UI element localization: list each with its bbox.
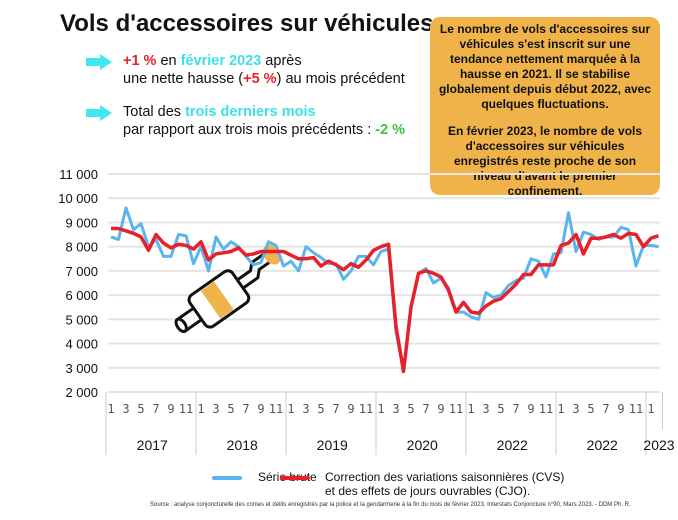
x-tick-label: 5 <box>137 402 144 416</box>
series-line-brute <box>110 206 659 372</box>
text: une nette hausse ( <box>123 71 244 87</box>
arrow-right-icon <box>86 54 112 70</box>
x-tick-label: 5 <box>587 402 594 416</box>
legend-item-cvs: Correction des variations saisonnières (… <box>280 470 564 498</box>
x-tick-label: 7 <box>152 402 159 416</box>
commentary-paragraph: En février 2023, le nombre de vols d'acc… <box>447 124 643 198</box>
x-tick-label: 3 <box>212 402 219 416</box>
y-tick-label: 11 000 <box>59 167 98 182</box>
y-tick-label: 6 000 <box>65 288 98 303</box>
x-tick-label: 1 <box>467 402 474 416</box>
x-tick-label: 7 <box>242 402 249 416</box>
year-label: 2022 <box>587 437 618 453</box>
x-tick-label: 7 <box>332 402 339 416</box>
x-tick-label: 11 <box>539 402 553 416</box>
text: en <box>156 53 181 69</box>
commentary-paragraph: Le nombre de vols d'accessoires sur véhi… <box>438 22 652 111</box>
y-tick-label: 9 000 <box>65 215 98 230</box>
period-label: trois derniers mois <box>185 104 316 120</box>
x-tick-label: 5 <box>317 402 324 416</box>
series-line-cvs <box>111 226 660 374</box>
x-tick-label: 3 <box>572 402 579 416</box>
x-tick-label: 3 <box>302 402 309 416</box>
x-tick-label: 1 <box>287 402 294 416</box>
x-tick-label: 11 <box>179 402 193 416</box>
x-tick-label: 5 <box>227 402 234 416</box>
commentary-box: Le nombre de vols d'accessoires sur véhi… <box>430 17 660 198</box>
x-tick-label: 1 <box>377 402 384 416</box>
source-note: Source : analyse conjoncturelle des crim… <box>150 502 631 508</box>
y-tick-label: 4 000 <box>65 337 98 352</box>
x-tick-label: 1 <box>647 402 654 416</box>
text: ) au mois précédent <box>276 71 405 87</box>
x-tick-label: 3 <box>482 402 489 416</box>
legend-swatch <box>280 476 310 480</box>
year-label: 2017 <box>137 437 168 453</box>
x-tick-label: 5 <box>497 402 504 416</box>
year-label: 2019 <box>317 437 348 453</box>
bullet-monthly-change: +1 % en février 2023 après une nette hau… <box>86 52 405 88</box>
x-tick-label: 9 <box>347 402 354 416</box>
monthly-change: +1 % <box>123 53 157 69</box>
y-tick-label: 3 000 <box>65 361 98 376</box>
x-tick-label: 7 <box>422 402 429 416</box>
y-tick-label: 7 000 <box>65 264 98 279</box>
x-tick-label: 9 <box>617 402 624 416</box>
month-label: février 2023 <box>180 53 262 69</box>
legend-label: Correction des variations saisonnières (… <box>325 470 565 484</box>
x-tick-label: 1 <box>107 402 114 416</box>
x-tick-label: 11 <box>449 402 463 416</box>
x-tick-label: 1 <box>557 402 564 416</box>
year-label: 2020 <box>407 437 438 453</box>
quarter-change: -2 % <box>375 122 406 138</box>
text: après <box>261 53 302 69</box>
x-tick-label: 5 <box>407 402 414 416</box>
x-tick-label: 3 <box>122 402 129 416</box>
x-tick-label: 11 <box>629 402 643 416</box>
x-tick-label: 9 <box>527 402 534 416</box>
legend-swatch <box>212 476 242 480</box>
bullet-quarter-change: Total des trois derniers mois par rappor… <box>86 103 406 139</box>
x-tick-label: 1 <box>197 402 204 416</box>
exhaust-pipe-icon <box>174 244 282 334</box>
y-tick-label: 8 000 <box>65 240 98 255</box>
text: Total des <box>123 104 186 120</box>
x-tick-label: 7 <box>602 402 609 416</box>
legend-label: et des effets de jours ouvrables (CJO). <box>325 484 531 498</box>
arrow-right-icon <box>86 105 112 121</box>
x-tick-label: 9 <box>167 402 174 416</box>
y-tick-label: 10 000 <box>58 191 98 206</box>
year-label: 2022 <box>497 437 528 453</box>
y-tick-label: 5 000 <box>65 312 98 327</box>
x-tick-label: 7 <box>512 402 519 416</box>
year-label: 2023 <box>643 437 674 453</box>
page-title: Vols d'accessoires sur véhicules <box>60 10 434 37</box>
year-label: 2018 <box>227 437 258 453</box>
x-tick-label: 9 <box>437 402 444 416</box>
x-tick-label: 3 <box>392 402 399 416</box>
x-tick-label: 11 <box>359 402 373 416</box>
y-tick-label: 2 000 <box>65 385 98 400</box>
x-tick-label: 9 <box>257 402 264 416</box>
x-tick-label: 11 <box>269 402 283 416</box>
previous-change: +5 % <box>243 71 277 87</box>
text: par rapport aux trois mois précédents : <box>123 122 376 138</box>
